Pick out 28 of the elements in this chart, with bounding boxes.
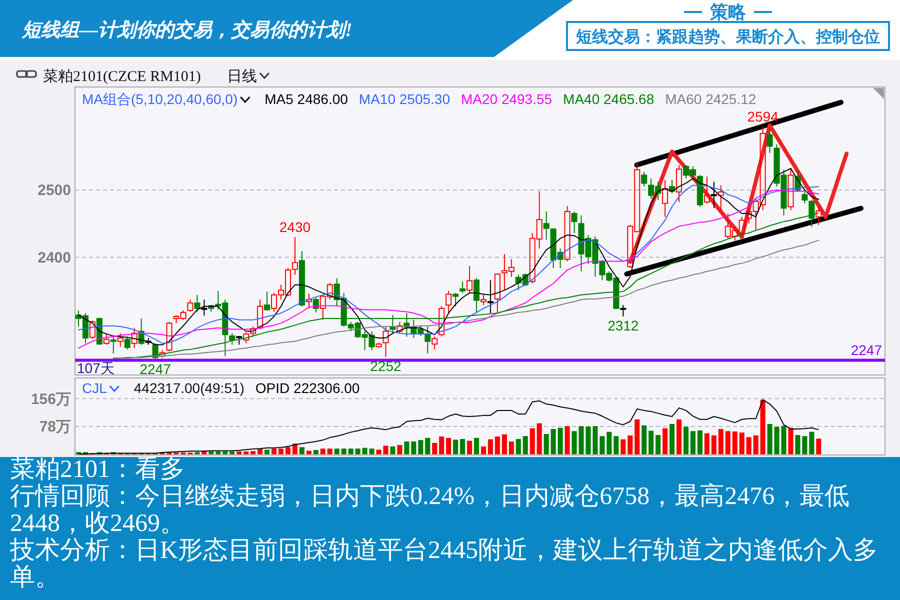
y-tick-label: 78万 bbox=[39, 418, 71, 436]
text: 短线组—计划你的交易，交易你的计划! bbox=[21, 19, 352, 41]
annotation: 2430 bbox=[279, 219, 311, 236]
legend-label: MA5 2486.00 bbox=[264, 91, 348, 107]
text: 菜粕2101：看多 bbox=[10, 456, 185, 483]
text: MA40 2465.68 bbox=[563, 91, 654, 107]
annotation: 2252 bbox=[370, 358, 402, 374]
annotation: 2594 bbox=[747, 108, 779, 125]
text: 技术分析：日K形态目前回踩轨道平台2445附近，建议上行轨道之内逢低介入多单。 bbox=[9, 536, 878, 591]
annotation: MA组合(5,10,20,40,60,0) bbox=[82, 91, 238, 107]
text: 行情回顾：今日继续走弱，日内下跌0.24%，日内减仓6758，最高2476，最低2448，收2469。 bbox=[10, 482, 850, 537]
chart-title: CJL bbox=[82, 380, 108, 396]
annotation: 2312 bbox=[608, 317, 639, 334]
text: 策略 bbox=[709, 2, 747, 22]
ref-line-label: 2247 bbox=[850, 342, 882, 358]
annotation: 107天 bbox=[77, 360, 114, 376]
chart-subtitle: 日线 bbox=[226, 68, 257, 85]
y-tick-label: 2500 bbox=[38, 182, 71, 200]
text: MA20 2493.55 bbox=[460, 91, 552, 107]
text: MA60 2425.12 bbox=[665, 91, 756, 107]
y-tick-label: 2400 bbox=[38, 249, 71, 266]
text: 短线交易：紧跟趋势、果断介入、控制仓位 bbox=[575, 27, 880, 46]
text: OPID 222306.00 bbox=[255, 380, 360, 396]
text: MA10 2505.30 bbox=[358, 91, 450, 107]
y-tick-label: 156万 bbox=[30, 390, 71, 408]
chart-title: 菜粕2101(CZCE RM101) bbox=[43, 68, 201, 85]
annotation: 2247 bbox=[140, 361, 172, 378]
annotation: 442317.00(49:51) bbox=[134, 380, 244, 396]
